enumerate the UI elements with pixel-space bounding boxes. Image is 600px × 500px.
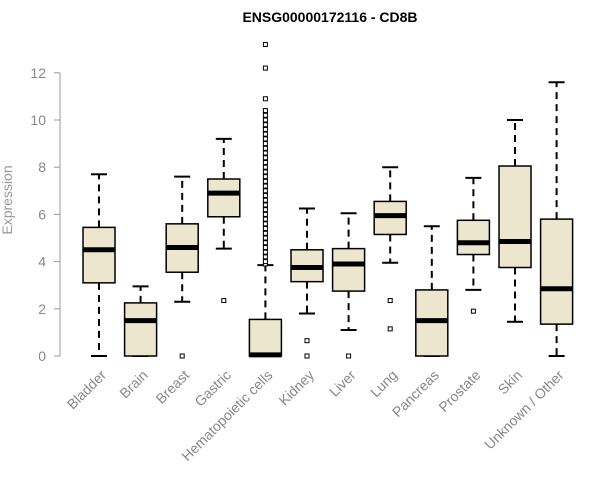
box (456, 219, 491, 256)
x-tick-label: Skin (495, 367, 526, 398)
outlier-point (262, 131, 268, 137)
box-group (498, 119, 532, 323)
outlier-point (179, 353, 185, 359)
outlier-point (262, 112, 268, 118)
outlier-point (262, 108, 268, 114)
y-tick-label: 6 (38, 206, 46, 222)
outlier-point (262, 249, 268, 255)
box (248, 318, 283, 357)
x-tick-label: Brain (116, 367, 150, 401)
y-tick-label: 12 (30, 65, 46, 81)
outlier-point (262, 117, 268, 123)
outlier-point (262, 136, 268, 142)
y-axis: 0 2 4 6 8 10 12 (30, 65, 61, 364)
box (331, 247, 366, 292)
y-tick-label: 10 (30, 112, 46, 128)
outlier-point (262, 207, 268, 213)
box-group (123, 285, 158, 357)
x-tick-label: Kidney (276, 367, 318, 409)
x-tick-label: Breast (152, 367, 192, 407)
outlier-point (262, 211, 268, 217)
box-group (207, 137, 241, 304)
outlier-point (262, 221, 268, 227)
outlier-point (262, 164, 268, 170)
outlier-point (262, 145, 268, 151)
box (539, 218, 574, 325)
outlier-point (262, 244, 268, 250)
outlier-point (304, 338, 310, 344)
box-group (456, 176, 491, 314)
outlier-point (262, 226, 268, 232)
outlier-point (262, 169, 268, 175)
box-series (82, 41, 574, 359)
outlier-point (262, 216, 268, 222)
outlier-point (262, 96, 268, 102)
box-group (290, 207, 324, 359)
box (123, 302, 158, 357)
outlier-point (387, 326, 393, 332)
outlier-point (346, 353, 352, 359)
x-tick-label: Liver (326, 367, 359, 400)
box-group (539, 81, 574, 357)
outlier-point (262, 122, 268, 128)
outlier-point (262, 240, 268, 246)
outlier-point (262, 230, 268, 236)
box (207, 178, 241, 218)
outlier-point (262, 150, 268, 156)
box-group (373, 166, 407, 332)
outlier-point (304, 353, 310, 359)
outlier-point (262, 183, 268, 189)
box-group (248, 41, 283, 358)
outlier-point (262, 188, 268, 194)
box-group (415, 225, 449, 357)
y-tick-label: 4 (38, 254, 46, 270)
x-tick-label: Bladder (64, 367, 110, 413)
outlier-point (262, 65, 268, 71)
outlier-point (470, 308, 476, 314)
x-tick-label: Prostate (435, 367, 483, 415)
outlier-point (262, 41, 268, 47)
outlier-point (262, 159, 268, 165)
y-tick-label: 2 (38, 301, 46, 317)
outlier-point (262, 259, 268, 265)
outlier-point (262, 193, 268, 199)
chart-title: ENSG00000172116 - CD8B (242, 9, 417, 25)
outlier-point (262, 197, 268, 203)
y-tick-label: 0 (38, 348, 46, 364)
box (498, 165, 532, 269)
y-tick-label: 8 (38, 159, 46, 175)
outlier-point (221, 298, 227, 304)
box-group (331, 212, 366, 359)
box-group (165, 175, 199, 359)
outlier-point (387, 298, 393, 304)
outlier-point (262, 235, 268, 241)
box-group (82, 173, 116, 357)
outlier-point (262, 141, 268, 147)
outlier-point (262, 202, 268, 208)
outlier-point (262, 254, 268, 260)
outlier-point (262, 126, 268, 132)
x-tick-label: Lung (367, 367, 400, 400)
outlier-point (262, 178, 268, 184)
outlier-point (262, 174, 268, 180)
box (82, 226, 116, 284)
y-axis-label: Expression (0, 165, 15, 234)
outlier-point (262, 155, 268, 161)
x-tick-label: Unknown / Other (481, 367, 567, 453)
